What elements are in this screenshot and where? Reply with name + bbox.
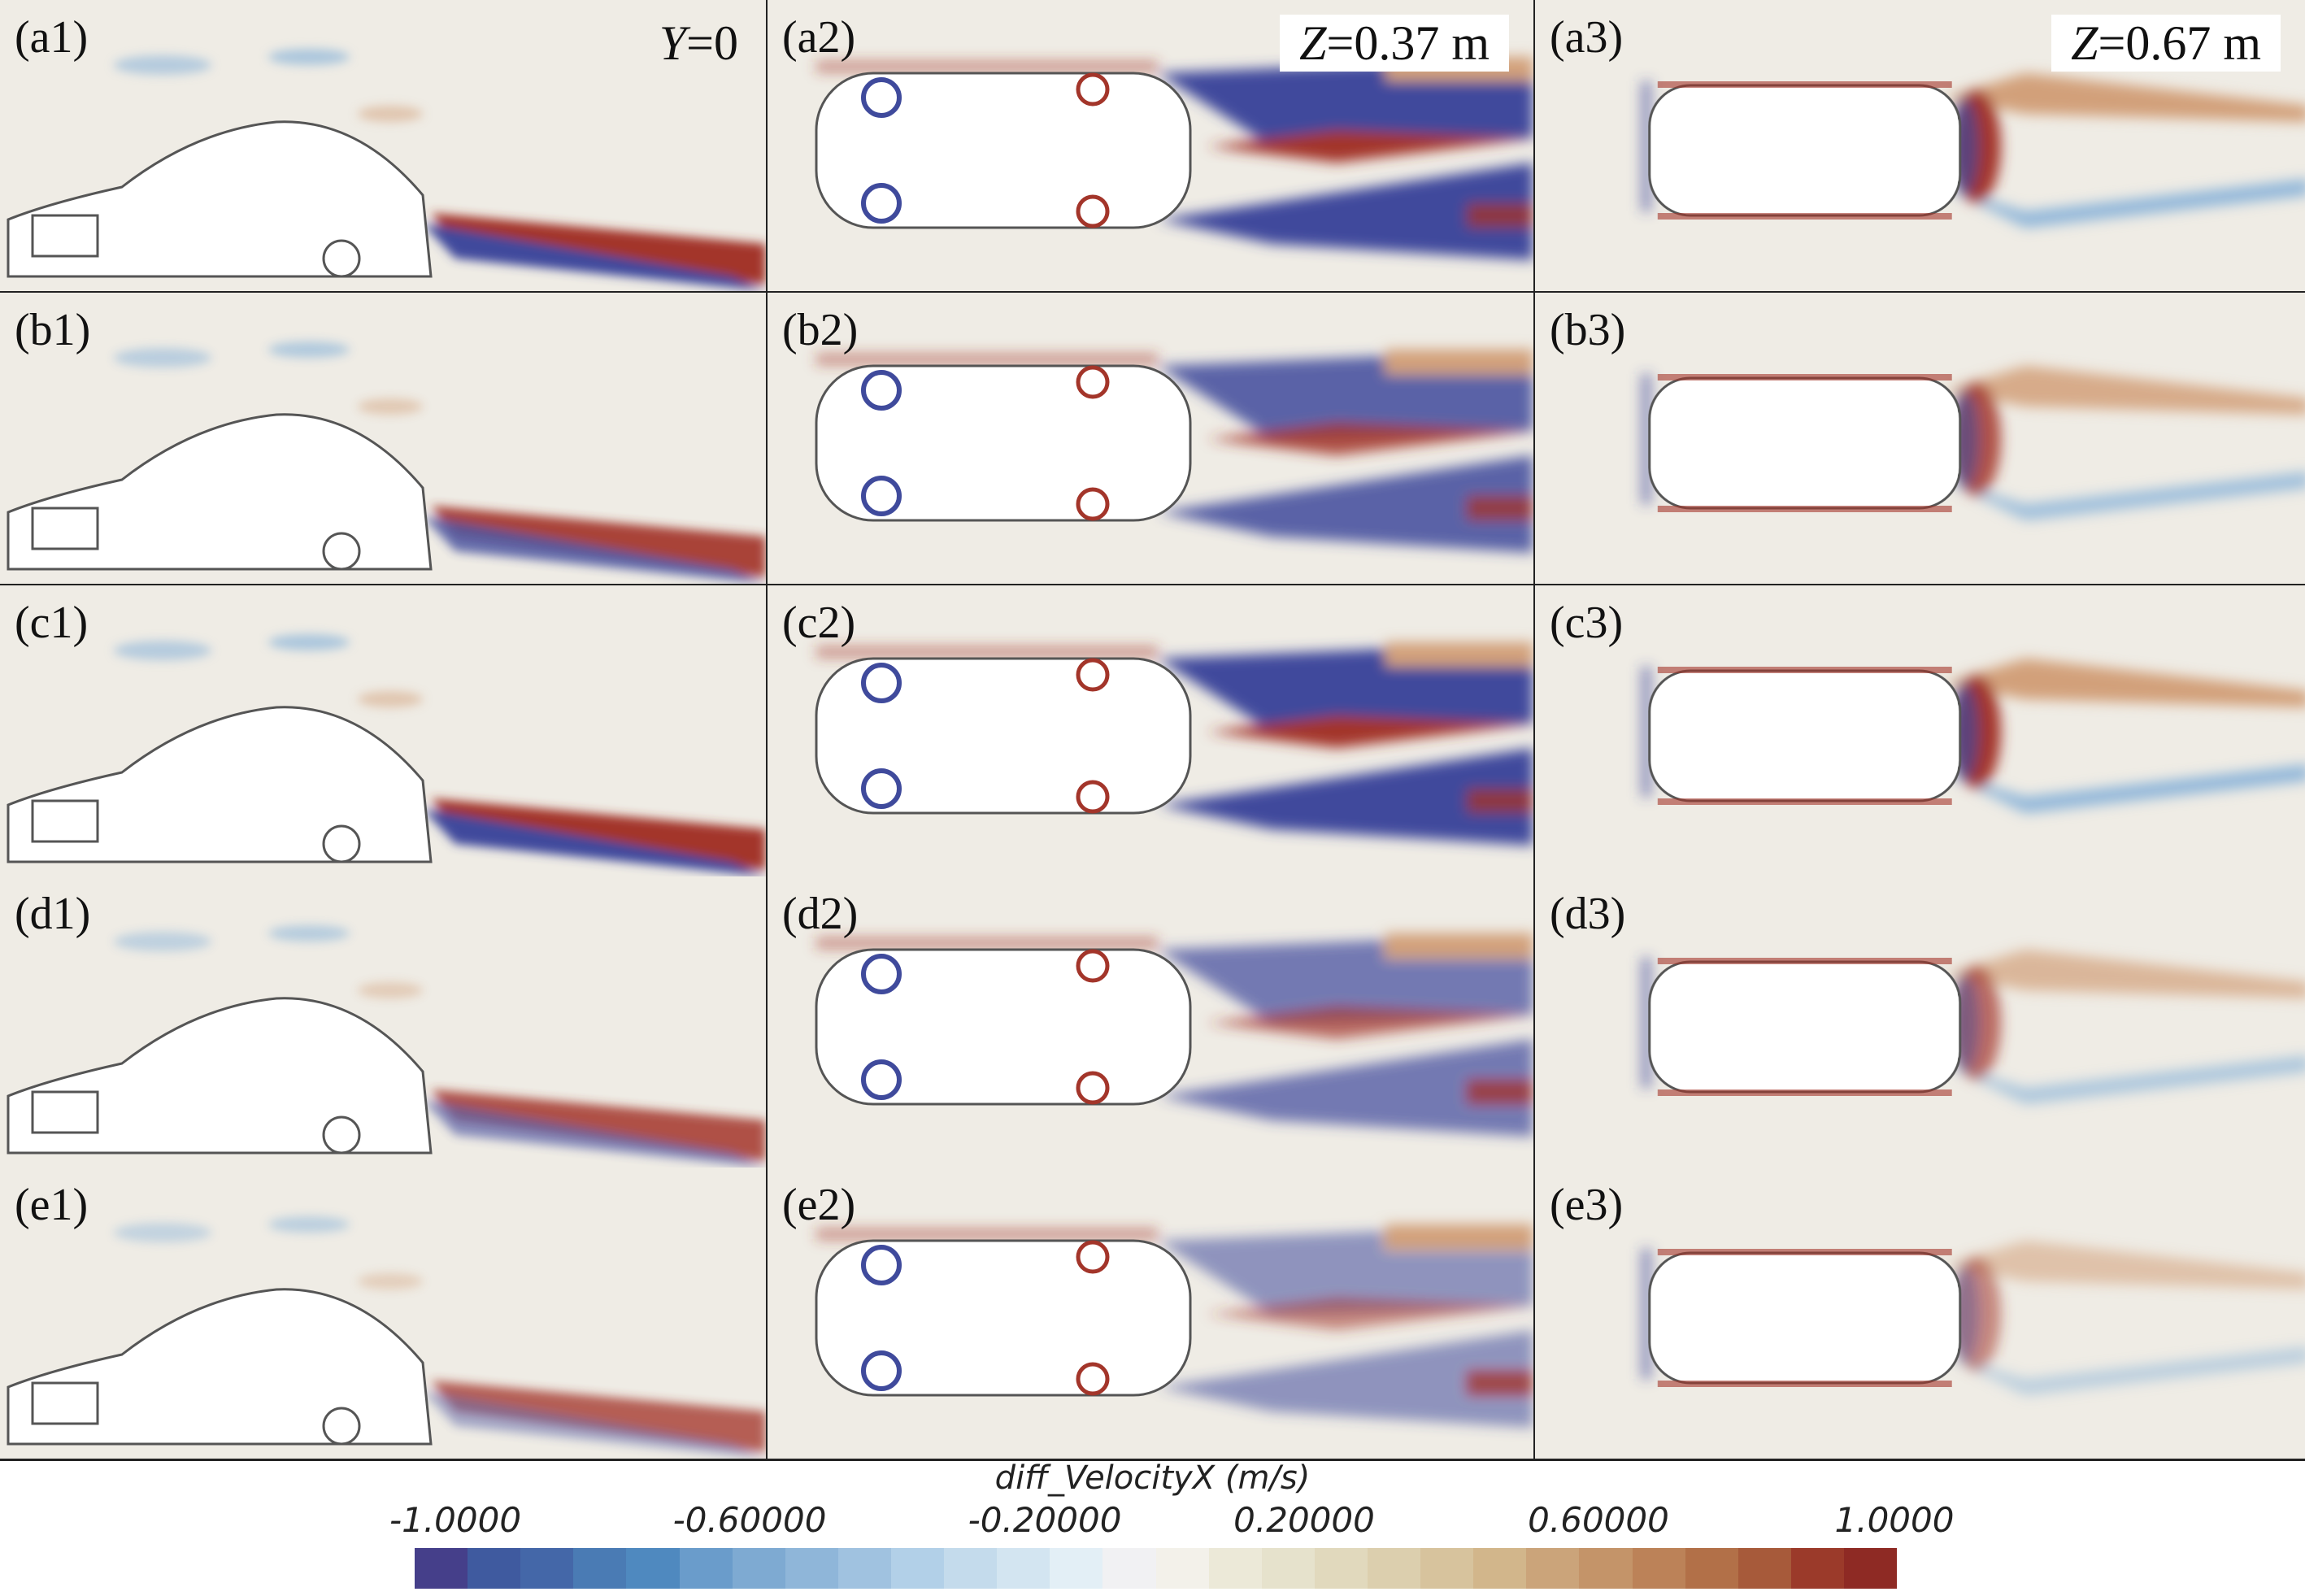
- contour-panel-b1: (b1): [0, 293, 766, 584]
- colorbar-swatch: [1208, 1548, 1262, 1589]
- colorbar-swatch: [1737, 1548, 1791, 1589]
- contour-panel-d1: (d1): [0, 876, 766, 1168]
- side-view-contour: [7, 49, 766, 291]
- colorbar-tick: -0.20000: [968, 1500, 1122, 1540]
- colorbar-swatch: [1050, 1548, 1103, 1589]
- panel-label: (b3): [1550, 305, 1626, 355]
- contour-panel-d2: (d2): [768, 876, 1533, 1168]
- colorbar: [415, 1548, 1898, 1589]
- colorbar-swatch: [890, 1548, 945, 1589]
- contour-panel-b2: (b2): [768, 293, 1533, 584]
- side-view-contour: [7, 1216, 766, 1459]
- panel-label: (e2): [782, 1180, 856, 1230]
- colorbar-tick: 0.20000: [1233, 1500, 1375, 1540]
- panel-label: (c3): [1550, 598, 1624, 648]
- header-value: =0.67 m: [2098, 16, 2261, 70]
- header-variable: Z: [1299, 16, 1327, 70]
- contour-grid: (a1) Y=0 (a2) Z=0.37 m (a3) Z=0.67 m (b1) (…: [0, 0, 2305, 1461]
- plan-view-contour: [1641, 950, 2305, 1104]
- contour-panel-d3: (d3): [1535, 876, 2305, 1168]
- plan-view-contour: [815, 57, 1533, 260]
- colorbar-swatch: [732, 1548, 785, 1589]
- plan-view-contour: [1641, 73, 2305, 228]
- column-header: Z=0.67 m: [2051, 15, 2281, 72]
- colorbar-swatch: [1790, 1548, 1844, 1589]
- contour-panel-c1: (c1): [0, 585, 766, 876]
- colorbar-swatch: [1155, 1548, 1209, 1589]
- contour-panel-e2: (e2): [768, 1168, 1533, 1459]
- colorbar-swatch: [415, 1548, 468, 1589]
- header-value: =0: [686, 16, 738, 70]
- contour-panel-c2: (c2): [768, 585, 1533, 876]
- contour-panel-a3: (a3) Z=0.67 m: [1535, 0, 2305, 291]
- colorbar-tick: 0.60000: [1528, 1500, 1669, 1540]
- colorbar-swatch: [679, 1548, 733, 1589]
- contour-panel-c3: (c3): [1535, 585, 2305, 876]
- colorbar-tick: 1.0000: [1834, 1500, 1955, 1540]
- column-header: Z=0.37 m: [1280, 15, 1509, 72]
- contour-panel-e3: (e3): [1535, 1168, 2305, 1459]
- colorbar-swatch: [468, 1548, 521, 1589]
- plan-view-contour: [1641, 366, 2305, 520]
- colorbar-swatch: [1579, 1548, 1633, 1589]
- colorbar-title: diff_VelocityX (m/s): [994, 1459, 1311, 1497]
- panel-label: (e3): [1550, 1180, 1624, 1230]
- colorbar-swatch: [1843, 1548, 1898, 1589]
- colorbar-swatch: [1261, 1548, 1315, 1589]
- panel-label: (c2): [782, 598, 856, 648]
- side-view-contour: [7, 634, 766, 876]
- panel-label: (b1): [15, 305, 91, 355]
- header-value: =0.37 m: [1326, 16, 1490, 70]
- column-header: Y=0: [640, 15, 758, 72]
- panel-label: (a3): [1550, 12, 1624, 63]
- panel-label: (e1): [15, 1180, 89, 1230]
- colorbar-swatch: [1473, 1548, 1527, 1589]
- panel-label: (a1): [15, 12, 89, 63]
- colorbar-swatch: [1526, 1548, 1580, 1589]
- colorbar-swatch: [1685, 1548, 1738, 1589]
- plan-view-contour: [1641, 1241, 2305, 1395]
- side-view-contour: [7, 925, 766, 1168]
- plan-view-contour: [815, 933, 1533, 1137]
- panel-label: (d3): [1550, 889, 1626, 939]
- plan-view-contour: [1641, 659, 2305, 813]
- plan-view-contour: [815, 350, 1533, 553]
- colorbar-tick: -0.60000: [672, 1500, 827, 1540]
- colorbar-swatch: [1420, 1548, 1474, 1589]
- plan-view-contour: [815, 642, 1533, 846]
- panel-label: (a2): [782, 12, 856, 63]
- colorbar-swatch: [785, 1548, 838, 1589]
- colorbar-swatch: [944, 1548, 998, 1589]
- colorbar-swatch: [520, 1548, 574, 1589]
- colorbar-swatch: [626, 1548, 680, 1589]
- panel-label: (c1): [15, 598, 89, 648]
- colorbar-swatch: [837, 1548, 891, 1589]
- contour-panel-a1: (a1) Y=0: [0, 0, 766, 291]
- contour-panel-a2: (a2) Z=0.37 m: [768, 0, 1533, 291]
- colorbar-swatch: [1367, 1548, 1421, 1589]
- header-variable: Y: [659, 16, 687, 70]
- colorbar-swatch: [1102, 1548, 1156, 1589]
- panel-label: (d1): [15, 889, 91, 939]
- panel-label: (b2): [782, 305, 859, 355]
- colorbar-swatch: [997, 1548, 1050, 1589]
- colorbar-swatch: [573, 1548, 627, 1589]
- colorbar-swatch: [1632, 1548, 1685, 1589]
- contour-panel-e1: (e1): [0, 1168, 766, 1459]
- side-view-contour: [7, 341, 766, 584]
- contour-panel-b3: (b3): [1535, 293, 2305, 584]
- plan-view-contour: [815, 1224, 1533, 1428]
- panel-label: (d2): [782, 889, 859, 939]
- colorbar-swatch: [1314, 1548, 1368, 1589]
- colorbar-tick: -1.0000: [389, 1500, 522, 1540]
- header-variable: Z: [2071, 16, 2098, 70]
